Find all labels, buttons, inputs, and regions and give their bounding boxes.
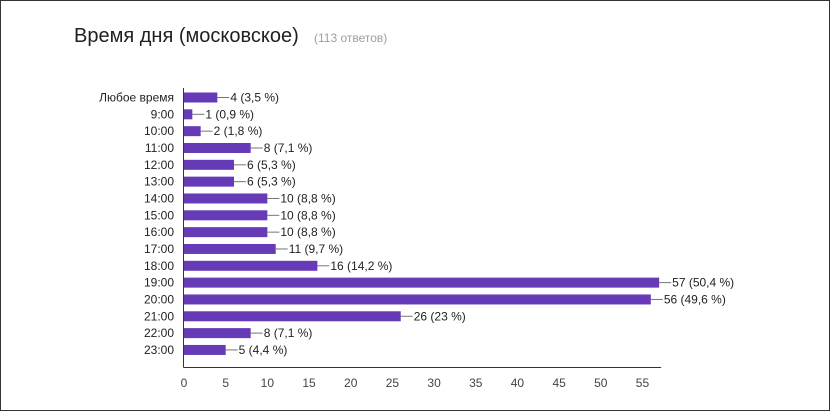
data-label: 6 (5,3 %) bbox=[247, 175, 296, 189]
category-label: 15:00 bbox=[144, 208, 174, 222]
category-label: 20:00 bbox=[144, 292, 174, 306]
response-count: (113 ответов) bbox=[314, 31, 388, 45]
data-label: 10 (8,8 %) bbox=[280, 225, 335, 239]
bar bbox=[184, 243, 276, 254]
data-label: 2 (1,8 %) bbox=[214, 124, 263, 138]
category-label: Любое время bbox=[99, 91, 174, 105]
bar bbox=[184, 260, 318, 271]
x-tick-label: 20 bbox=[344, 376, 358, 390]
bar bbox=[184, 311, 401, 322]
data-label: 8 (7,1 %) bbox=[264, 326, 313, 340]
bar bbox=[184, 227, 268, 238]
data-label: 5 (4,4 %) bbox=[239, 343, 288, 357]
chart-title: Время дня (московское) bbox=[74, 25, 299, 47]
category-label: 9:00 bbox=[151, 107, 175, 121]
data-label: 11 (9,7 %) bbox=[289, 242, 343, 256]
x-tick-label: 35 bbox=[469, 376, 483, 390]
data-label: 16 (14,2 %) bbox=[330, 259, 392, 273]
bar bbox=[184, 142, 251, 153]
data-label: 10 (8,8 %) bbox=[280, 208, 335, 222]
category-label: 12:00 bbox=[144, 158, 174, 172]
data-label: 56 (49,6 %) bbox=[664, 292, 726, 306]
category-label: 17:00 bbox=[144, 242, 174, 256]
category-label: 10:00 bbox=[144, 124, 174, 138]
x-tick-label: 45 bbox=[552, 376, 566, 390]
bar bbox=[184, 159, 235, 170]
bar bbox=[184, 277, 660, 288]
category-label: 23:00 bbox=[144, 343, 174, 357]
x-tick-label: 10 bbox=[261, 376, 275, 390]
category-label: 18:00 bbox=[144, 259, 174, 273]
x-tick-label: 55 bbox=[636, 376, 650, 390]
bar bbox=[184, 92, 218, 103]
bar bbox=[184, 176, 235, 187]
category-label: 21:00 bbox=[144, 309, 174, 323]
x-tick-label: 5 bbox=[222, 376, 229, 390]
x-tick-label: 30 bbox=[427, 376, 441, 390]
data-label: 4 (3,5 %) bbox=[230, 91, 279, 105]
category-label: 22:00 bbox=[144, 326, 174, 340]
bar bbox=[184, 328, 251, 339]
x-tick-label: 15 bbox=[302, 376, 316, 390]
bar bbox=[184, 294, 651, 305]
data-label: 6 (5,3 %) bbox=[247, 158, 296, 172]
bar bbox=[184, 344, 226, 355]
bar bbox=[184, 126, 201, 137]
x-tick-label: 0 bbox=[181, 376, 188, 390]
category-label: 19:00 bbox=[144, 276, 174, 290]
x-tick-label: 40 bbox=[511, 376, 525, 390]
bar bbox=[184, 193, 268, 204]
bar bbox=[184, 109, 193, 120]
data-label: 57 (50,4 %) bbox=[672, 276, 734, 290]
data-label: 26 (23 %) bbox=[414, 309, 466, 323]
data-label: 1 (0,9 %) bbox=[205, 107, 254, 121]
data-label: 10 (8,8 %) bbox=[280, 191, 335, 205]
category-label: 16:00 bbox=[144, 225, 174, 239]
category-label: 13:00 bbox=[144, 175, 174, 189]
x-tick-label: 25 bbox=[386, 376, 400, 390]
category-label: 14:00 bbox=[144, 191, 174, 205]
bar bbox=[184, 210, 268, 221]
category-label: 11:00 bbox=[145, 141, 174, 155]
x-tick-label: 50 bbox=[594, 376, 608, 390]
data-label: 8 (7,1 %) bbox=[264, 141, 313, 155]
